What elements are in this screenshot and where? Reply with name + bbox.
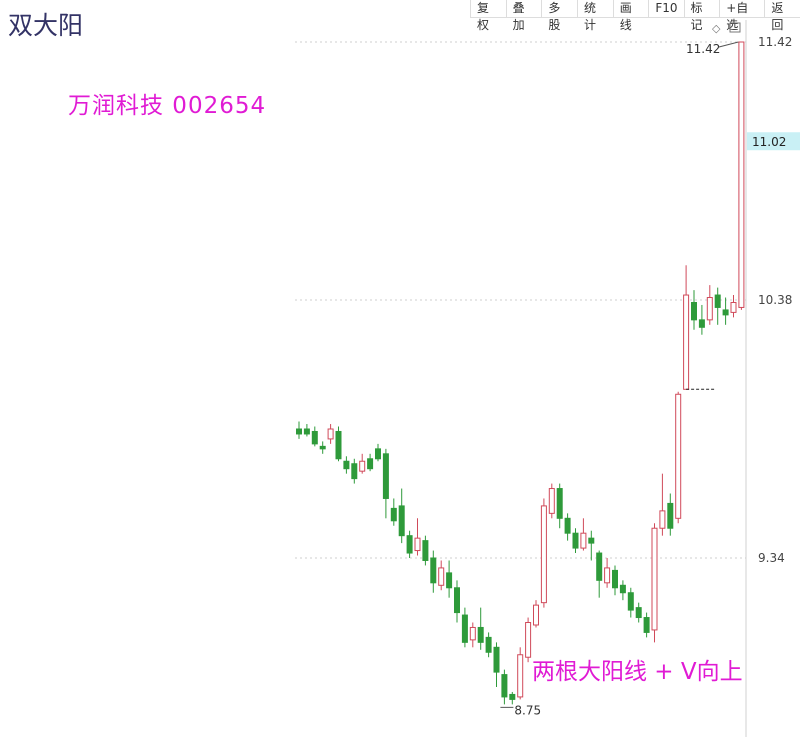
pattern-annotation: 两根大阳线 + V向上 bbox=[532, 659, 743, 685]
candle-body bbox=[635, 607, 642, 619]
candle-body bbox=[619, 584, 626, 594]
candle-body bbox=[382, 453, 389, 499]
panel-toggle-icon bbox=[729, 22, 741, 33]
candle-body bbox=[714, 294, 721, 308]
y-tick-label: 11.42 bbox=[758, 35, 792, 49]
candle-body bbox=[564, 517, 571, 534]
candle-body bbox=[343, 460, 350, 470]
candle-body bbox=[612, 569, 618, 589]
candle-body bbox=[477, 626, 484, 643]
candle-body bbox=[548, 488, 555, 514]
current-price-tag bbox=[747, 132, 800, 151]
candle-body bbox=[580, 532, 587, 549]
candle-body bbox=[683, 294, 690, 390]
y-tick-label: 10.38 bbox=[758, 293, 792, 307]
candle-body bbox=[706, 297, 713, 321]
high-price-arrow bbox=[718, 41, 739, 48]
candle-body bbox=[540, 505, 547, 604]
current-price-label: 11.02 bbox=[752, 135, 786, 149]
candle-body bbox=[485, 636, 492, 653]
toolbar-button-1[interactable]: 叠加 bbox=[505, 0, 542, 32]
candle-body bbox=[627, 592, 634, 611]
candle-body bbox=[327, 428, 334, 440]
candle-body bbox=[319, 445, 326, 450]
candle-body bbox=[493, 646, 500, 673]
candle-body bbox=[311, 430, 318, 445]
page-title: 双大阳 bbox=[8, 11, 84, 40]
candle-body bbox=[659, 510, 666, 529]
candle-body bbox=[359, 460, 366, 472]
toolbar-button-7[interactable]: +自选 bbox=[719, 0, 765, 32]
candle-body bbox=[572, 532, 579, 549]
candle-body bbox=[461, 614, 468, 643]
candle-body bbox=[454, 587, 460, 614]
candle-body bbox=[335, 430, 342, 460]
candle-body bbox=[390, 507, 397, 522]
candle-body bbox=[698, 319, 705, 328]
candle-body bbox=[596, 552, 603, 581]
y-tick-label: 9.34 bbox=[758, 551, 785, 565]
candle-body bbox=[469, 626, 476, 641]
candle-body bbox=[604, 567, 611, 584]
candle-body bbox=[367, 458, 374, 470]
candle-body bbox=[525, 622, 532, 658]
candle-body bbox=[675, 393, 682, 519]
candle-body bbox=[533, 604, 539, 626]
toolbar-button-6[interactable]: 标记 bbox=[683, 0, 720, 32]
high-price-label: 11.42 bbox=[686, 42, 720, 56]
candle-body bbox=[296, 428, 302, 435]
toolbar-button-2[interactable]: 多股 bbox=[541, 0, 578, 32]
candle-body bbox=[375, 448, 381, 460]
candle-body bbox=[588, 537, 595, 544]
candle-body bbox=[398, 505, 405, 537]
toolbar-button-8[interactable]: 返回 bbox=[764, 0, 800, 32]
candle-body bbox=[351, 463, 358, 480]
candle-body bbox=[438, 567, 445, 586]
candle-body bbox=[643, 617, 650, 633]
candle-body bbox=[414, 537, 421, 552]
toolbar-button-5[interactable]: F10 bbox=[648, 0, 684, 17]
toolbar-button-0[interactable]: 复权 bbox=[470, 0, 506, 32]
candle-body bbox=[303, 428, 310, 435]
low-price-label: 8.75 bbox=[514, 703, 541, 717]
candle-body bbox=[730, 301, 737, 313]
chart-toolbar: 复权 叠加 多股 统计 画线 F10 标记 +自选 返回 bbox=[470, 0, 800, 32]
toolbar-button-4[interactable]: 画线 bbox=[612, 0, 649, 32]
candle-body bbox=[667, 502, 674, 529]
diamond-icon: ◇ bbox=[712, 22, 721, 35]
candle-body bbox=[556, 488, 563, 519]
stock-name-label: 万润科技 002654 bbox=[68, 93, 267, 119]
toolbar-button-3[interactable]: 统计 bbox=[577, 0, 613, 32]
candle-body bbox=[651, 527, 658, 631]
candle-body bbox=[738, 41, 745, 308]
candle-body bbox=[501, 674, 508, 698]
candle-body bbox=[406, 535, 413, 554]
candle-body bbox=[509, 693, 516, 700]
candle-body bbox=[517, 654, 524, 698]
candle-body bbox=[691, 301, 697, 321]
candle-body bbox=[422, 540, 429, 561]
candle-body bbox=[722, 309, 729, 316]
candle-body bbox=[430, 557, 437, 584]
candle-body bbox=[446, 572, 453, 589]
